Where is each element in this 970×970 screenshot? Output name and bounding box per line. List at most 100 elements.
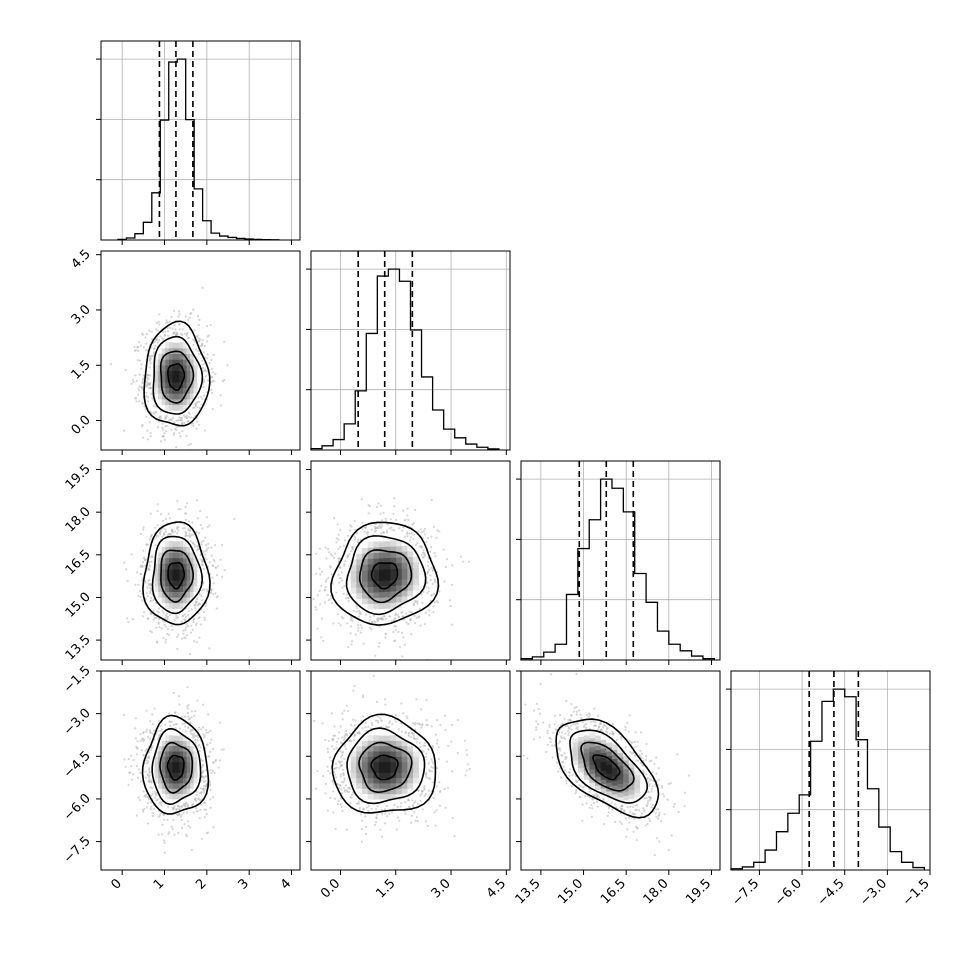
- scatter-point: [151, 713, 154, 716]
- scatter-point: [189, 312, 193, 315]
- density-cell: [161, 597, 166, 604]
- scatter-point: [397, 527, 400, 530]
- scatter-point: [198, 345, 202, 348]
- scatter-point: [330, 712, 333, 715]
- scatter-point: [194, 545, 197, 548]
- density-cell: [168, 574, 173, 581]
- density-cell: [172, 735, 177, 741]
- scatter-point: [443, 580, 446, 583]
- scatter-point: [183, 421, 186, 424]
- density-cell: [401, 596, 408, 603]
- scatter-point: [324, 792, 327, 795]
- scatter-point: [427, 590, 430, 593]
- density-cell: [628, 762, 635, 768]
- scatter-point: [196, 739, 199, 742]
- scatter-point: [206, 546, 210, 550]
- density-cell: [379, 793, 386, 800]
- scatter-point: [548, 736, 551, 740]
- density-cell: [634, 796, 641, 802]
- scatter-point: [464, 774, 467, 777]
- scatter-point: [126, 579, 129, 583]
- scatter-point: [352, 718, 355, 721]
- scatter-point: [177, 508, 180, 511]
- density-cell: [407, 595, 414, 602]
- scatter-point: [375, 719, 378, 722]
- scatter-point: [193, 543, 196, 547]
- scatter-point: [138, 341, 141, 344]
- scatter-point: [147, 579, 150, 582]
- density-cell: [362, 740, 369, 747]
- scatter-point: [360, 498, 363, 501]
- density-cell: [379, 541, 386, 548]
- density-cell: [367, 740, 374, 747]
- density-cell: [390, 767, 397, 773]
- density-cell: [384, 777, 391, 784]
- scatter-point: [343, 539, 347, 542]
- scatter-point: [308, 770, 310, 772]
- scatter-point: [365, 806, 368, 809]
- scatter-point: [157, 621, 160, 624]
- scatter-point: [209, 798, 212, 801]
- pair-content-3-0: [122, 686, 225, 854]
- scatter-point: [205, 731, 208, 734]
- scatter-point: [605, 727, 608, 731]
- scatter-point: [430, 594, 433, 597]
- scatter-point: [551, 756, 554, 759]
- contour-2-0-0: [167, 561, 186, 590]
- density-cell: [413, 756, 420, 763]
- scatter-point: [169, 724, 172, 728]
- scatter-point: [383, 822, 386, 825]
- scatter-point: [420, 546, 423, 549]
- density-cell: [373, 756, 380, 763]
- scatter-point: [409, 735, 412, 738]
- density-cell: [390, 735, 397, 741]
- scatter-point: [402, 509, 405, 512]
- scatter-point: [139, 771, 142, 774]
- density-cell: [175, 767, 180, 773]
- scatter-point: [171, 327, 174, 330]
- scatter-point: [166, 818, 169, 821]
- scatter-point: [428, 770, 432, 773]
- scatter-point: [450, 740, 453, 743]
- density-cell: [407, 573, 414, 580]
- density-cell: [379, 745, 386, 752]
- scatter-point: [357, 624, 360, 627]
- scatter-point: [410, 611, 413, 614]
- scatter-point: [192, 343, 195, 346]
- scatter-point: [637, 759, 640, 762]
- density-cell: [172, 535, 177, 542]
- scatter-point: [634, 731, 637, 734]
- density-cell: [154, 370, 159, 377]
- density-cell: [611, 784, 618, 791]
- density-cell: [628, 793, 635, 799]
- scatter-point: [602, 798, 605, 802]
- scatter-point: [653, 762, 656, 765]
- scatter-point: [416, 600, 419, 603]
- density-cell: [595, 762, 601, 768]
- density-cell: [197, 569, 202, 576]
- scatter-point: [380, 519, 384, 522]
- scatter-point: [645, 797, 648, 800]
- scatter-point: [190, 716, 193, 719]
- scatter-point: [141, 565, 144, 569]
- scatter-point: [345, 828, 348, 831]
- density-cell: [611, 766, 618, 773]
- scatter-point: [126, 617, 129, 620]
- scatter-point: [415, 816, 418, 819]
- density-cell: [168, 393, 173, 400]
- scatter-point: [355, 802, 358, 805]
- density-cell: [168, 404, 173, 411]
- density-cell: [384, 772, 391, 779]
- scatter-point: [132, 759, 135, 762]
- scatter-point: [636, 740, 639, 743]
- scatter-point: [153, 807, 156, 810]
- scatter-point: [184, 730, 187, 733]
- scatter-point: [347, 790, 350, 794]
- scatter-point: [137, 796, 140, 799]
- scatter-point: [154, 338, 157, 341]
- scatter-point: [537, 723, 540, 726]
- x-tick-label-1-0: 0.0: [318, 876, 343, 901]
- scatter-point: [202, 581, 205, 585]
- scatter-point: [328, 551, 331, 554]
- scatter-point: [650, 787, 653, 790]
